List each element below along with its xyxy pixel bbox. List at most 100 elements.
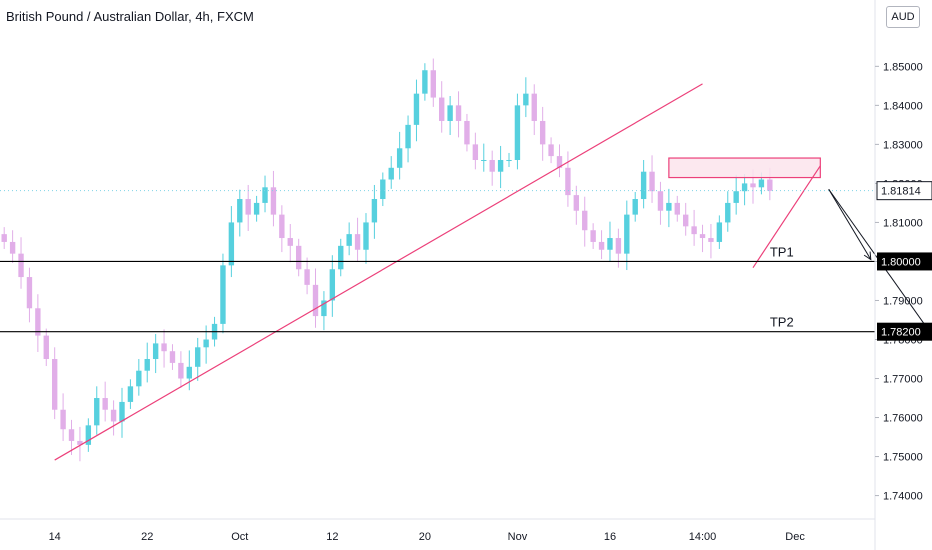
candle-body	[85, 425, 92, 445]
candle-body	[691, 226, 697, 235]
candle-body	[699, 234, 706, 239]
candle-body	[287, 238, 293, 246]
candle-body	[396, 148, 403, 168]
y-tick-label: 1.76000	[883, 413, 923, 425]
resistance-zone	[668, 157, 821, 179]
y-tick-label: 1.81000	[883, 217, 923, 229]
candle-body	[136, 370, 142, 387]
candle-body	[481, 159, 487, 161]
candle-body	[371, 199, 378, 223]
candle-body	[203, 339, 209, 348]
y-tick-label: 1.75000	[883, 452, 923, 464]
candle-body	[51, 359, 58, 410]
projection-arrowhead	[863, 251, 872, 261]
candle-body	[329, 269, 336, 301]
candle-body	[497, 159, 504, 172]
candle-body	[110, 409, 117, 422]
tp-label: TP2	[770, 315, 794, 330]
candle-body	[18, 253, 24, 278]
candle-body	[750, 183, 756, 188]
candle-body	[186, 366, 192, 379]
time-axis[interactable]: 14 22 Oct 12 20 Nov 16 14:00 Dec	[49, 531, 806, 543]
trendline	[752, 165, 821, 269]
candle-body	[346, 234, 352, 246]
candle-body	[657, 191, 664, 211]
y-tick-label: 1.79000	[883, 295, 923, 307]
candle-body	[295, 245, 302, 270]
candle-body	[725, 202, 731, 223]
candle-body	[514, 105, 521, 160]
candle-body	[472, 144, 479, 160]
candle-body	[26, 277, 33, 309]
candle-body	[77, 440, 83, 445]
candle-body	[708, 238, 714, 242]
candle-body	[531, 93, 537, 121]
candle-body	[270, 187, 277, 215]
candle-body	[354, 234, 361, 250]
candle-body	[1, 234, 7, 242]
candle-body	[674, 202, 680, 215]
price-tag-label: 1.81814	[881, 186, 921, 198]
candle-body	[169, 351, 176, 363]
candle-body	[94, 398, 100, 426]
x-tick-label: 14:00	[689, 531, 717, 543]
candle-body	[430, 70, 436, 98]
candle-body	[464, 120, 470, 145]
candle-body	[573, 195, 580, 211]
overlays-layer: TP1 TP2	[0, 83, 931, 461]
candle-body	[422, 70, 428, 94]
candle-body	[161, 343, 167, 352]
x-tick-label: 20	[419, 531, 431, 543]
price-tag-label: 1.80000	[881, 256, 921, 268]
candle-body	[741, 183, 748, 192]
x-tick-label: 22	[141, 531, 153, 543]
candle-body	[312, 284, 319, 317]
x-tick-label: 16	[604, 531, 616, 543]
candle-body	[716, 222, 723, 242]
tp-label: TP1	[770, 244, 794, 259]
candle-body	[640, 171, 647, 200]
candle-body	[245, 199, 251, 215]
candle-body	[632, 199, 638, 215]
candle-body	[279, 214, 285, 239]
candle-body	[220, 265, 226, 324]
x-tick-label: Nov	[508, 531, 528, 543]
candle-body	[758, 179, 765, 188]
candle-body	[565, 167, 571, 196]
price-tags: 1.80000 1.78200 1.81814	[876, 181, 932, 341]
candle-body	[506, 159, 512, 161]
candle-body	[321, 300, 327, 317]
candle-body	[624, 214, 630, 254]
candle-body	[683, 214, 689, 227]
candle-body	[666, 202, 672, 211]
candle-body	[556, 156, 563, 168]
y-tick-label: 1.85000	[883, 61, 923, 73]
candle-body	[253, 202, 260, 215]
candle-body	[380, 179, 386, 200]
candle-body	[388, 167, 394, 180]
candle-body	[413, 93, 420, 125]
candle-body	[43, 335, 49, 360]
candle-body	[733, 191, 739, 203]
price-tag	[877, 252, 932, 271]
projection-arrow	[828, 189, 872, 260]
currency-badge[interactable]: AUD	[886, 6, 920, 28]
candle-body	[102, 398, 108, 410]
candle-body	[35, 308, 41, 336]
candle-body	[439, 97, 445, 121]
candle-body	[9, 241, 16, 254]
candle-body	[68, 429, 75, 441]
trendline	[54, 83, 703, 461]
candle-body	[262, 187, 268, 203]
candle-body	[178, 362, 184, 379]
candle-body	[598, 241, 605, 250]
candle-body	[237, 199, 243, 223]
candle-body	[539, 120, 546, 145]
candle-body	[615, 238, 622, 254]
candle-body	[582, 210, 588, 231]
candle-body	[455, 105, 462, 121]
price-tag	[877, 322, 932, 341]
